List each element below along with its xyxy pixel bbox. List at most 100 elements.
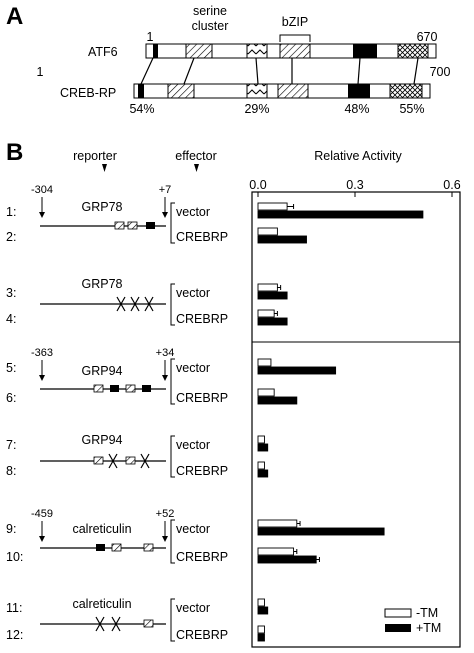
effector-label: vector [176,601,210,615]
bar-plus-tm-12 [257,633,265,642]
bar-plus-tm-9 [257,527,385,536]
activity-bars [257,202,424,642]
identity-percent-4: 55% [399,102,424,116]
bar-plus-tm-7 [257,443,269,452]
bar-minus-tm-11 [257,598,265,607]
crebrp-zigzag-domain [246,83,268,99]
atf6-bzip-domain [279,43,311,59]
crebrp-name: CREB-RP [60,86,116,100]
bar-plus-tm-3 [257,291,288,300]
legend: -TM +TM [384,606,441,635]
bar-minus-tm-9 [257,519,298,528]
bar-plus-tm-6 [257,396,298,405]
atf6-name: ATF6 [88,45,118,59]
reporter-construct-grp78-wt: GRP78 -304 +7 [31,184,172,230]
atf6-start-number: 1 [147,30,154,44]
legend-swatch-minus-tm [384,608,412,618]
reporter-construct-grp94-mutant: GRP94 [40,433,166,469]
row-number: 9: [6,522,16,536]
effector-bracket [170,283,175,326]
panel-a-letter: A [6,3,23,30]
row-number: 3: [6,286,16,300]
row-number: 7: [6,438,16,452]
identity-percent-1: 54% [129,102,154,116]
crebrp-domain-n-terminal [138,84,144,98]
identity-percent-2: 29% [244,102,269,116]
bar-plus-tm-2 [257,235,307,244]
crebrp-crosshatch-domain [389,83,423,99]
reporter-construct-calreticulin-wt: calreticulin -459 +52 [31,508,174,552]
homology-connectors [140,57,419,85]
effector-label: CREBRP [176,230,228,244]
reporter-header: reporter [73,149,117,163]
relative-activity-title: Relative Activity [314,149,402,163]
x-tick-label-1: 0.3 [346,178,363,192]
panel-b: B reporter effector Relative Activity 0.… [6,139,461,648]
reporter-element-hatched [125,456,136,465]
effector-bracket [170,202,175,244]
reporter-element-solid [96,544,105,551]
row-number: 5: [6,361,16,375]
reporter-left-arrow-icon [39,536,45,542]
bar-minus-tm-12 [257,625,265,634]
error-bar [296,521,301,526]
x-tick-label-0: 0.0 [249,178,266,192]
effector-label: vector [176,438,210,452]
effector-bracket [170,598,175,642]
reporter-element-solid [146,222,155,229]
row-number: 6: [6,391,16,405]
atf6-end-number: 670 [417,30,438,44]
atf6-serine-cluster-domain [185,43,213,59]
reporter-left-arrow-icon [39,375,45,381]
error-bar [316,557,320,562]
reporter-element-solid [110,385,119,392]
atf6-crosshatch-domain [397,43,429,59]
mutation-x-icon [130,296,140,312]
x-tick-label-2: 0.6 [443,178,460,192]
bar-minus-tm-5 [257,358,272,367]
crebrp-serine-cluster-domain [167,83,195,99]
effector-label: CREBRP [176,628,228,642]
serine-cluster-label-line1: serine [193,4,227,18]
effector-label: CREBRP [176,550,228,564]
activity-chart-frame [251,191,461,648]
bar-minus-tm-3 [257,283,278,292]
reporter-element-hatched [93,456,104,465]
panel-b-letter: B [6,139,23,166]
reporter-right-coordinate: +7 [159,184,172,196]
reporter-element-hatched [93,384,104,393]
reporter-construct-grp94-wt: GRP94 -363 +34 [31,347,174,393]
mutation-x-icon [144,296,154,312]
reporter-left-coordinate: -363 [31,347,53,359]
atf6-zigzag-domain [246,43,268,59]
bar-plus-tm-11 [257,606,269,615]
error-bar [274,311,278,316]
bar-minus-tm-8 [257,461,265,470]
bar-plus-tm-1 [257,210,424,219]
reporter-constructs: GRP78 -304 +7 GRP78 [31,184,174,632]
crebrp-bzip-domain [277,83,309,99]
effector-arrow-icon [194,164,199,172]
x-axis-tick-marks [257,192,453,197]
row-number: 10: [6,550,23,564]
bzip-bracket [279,34,311,42]
bar-minus-tm-6 [257,388,275,397]
reporter-element-hatched [125,384,136,393]
bar-minus-tm-2 [257,227,278,236]
identity-percent-3: 48% [344,102,369,116]
bar-minus-tm-7 [257,435,265,444]
row-number: 4: [6,312,16,326]
legend-label-minus-tm: -TM [416,606,438,620]
panel-a: A serine cluster bZIP 1 670 ATF6 1 700 C… [6,3,450,116]
mutation-x-icon [95,616,105,632]
reporter-element-hatched [143,543,154,552]
reporter-element-hatched [143,619,154,628]
bar-plus-tm-8 [257,469,269,478]
effector-label: vector [176,286,210,300]
error-bar [287,204,295,209]
mutation-x-icon [116,296,126,312]
reporter-left-arrow-icon [39,212,45,218]
crebrp-end-number: 700 [430,65,451,79]
error-bar [277,285,282,290]
